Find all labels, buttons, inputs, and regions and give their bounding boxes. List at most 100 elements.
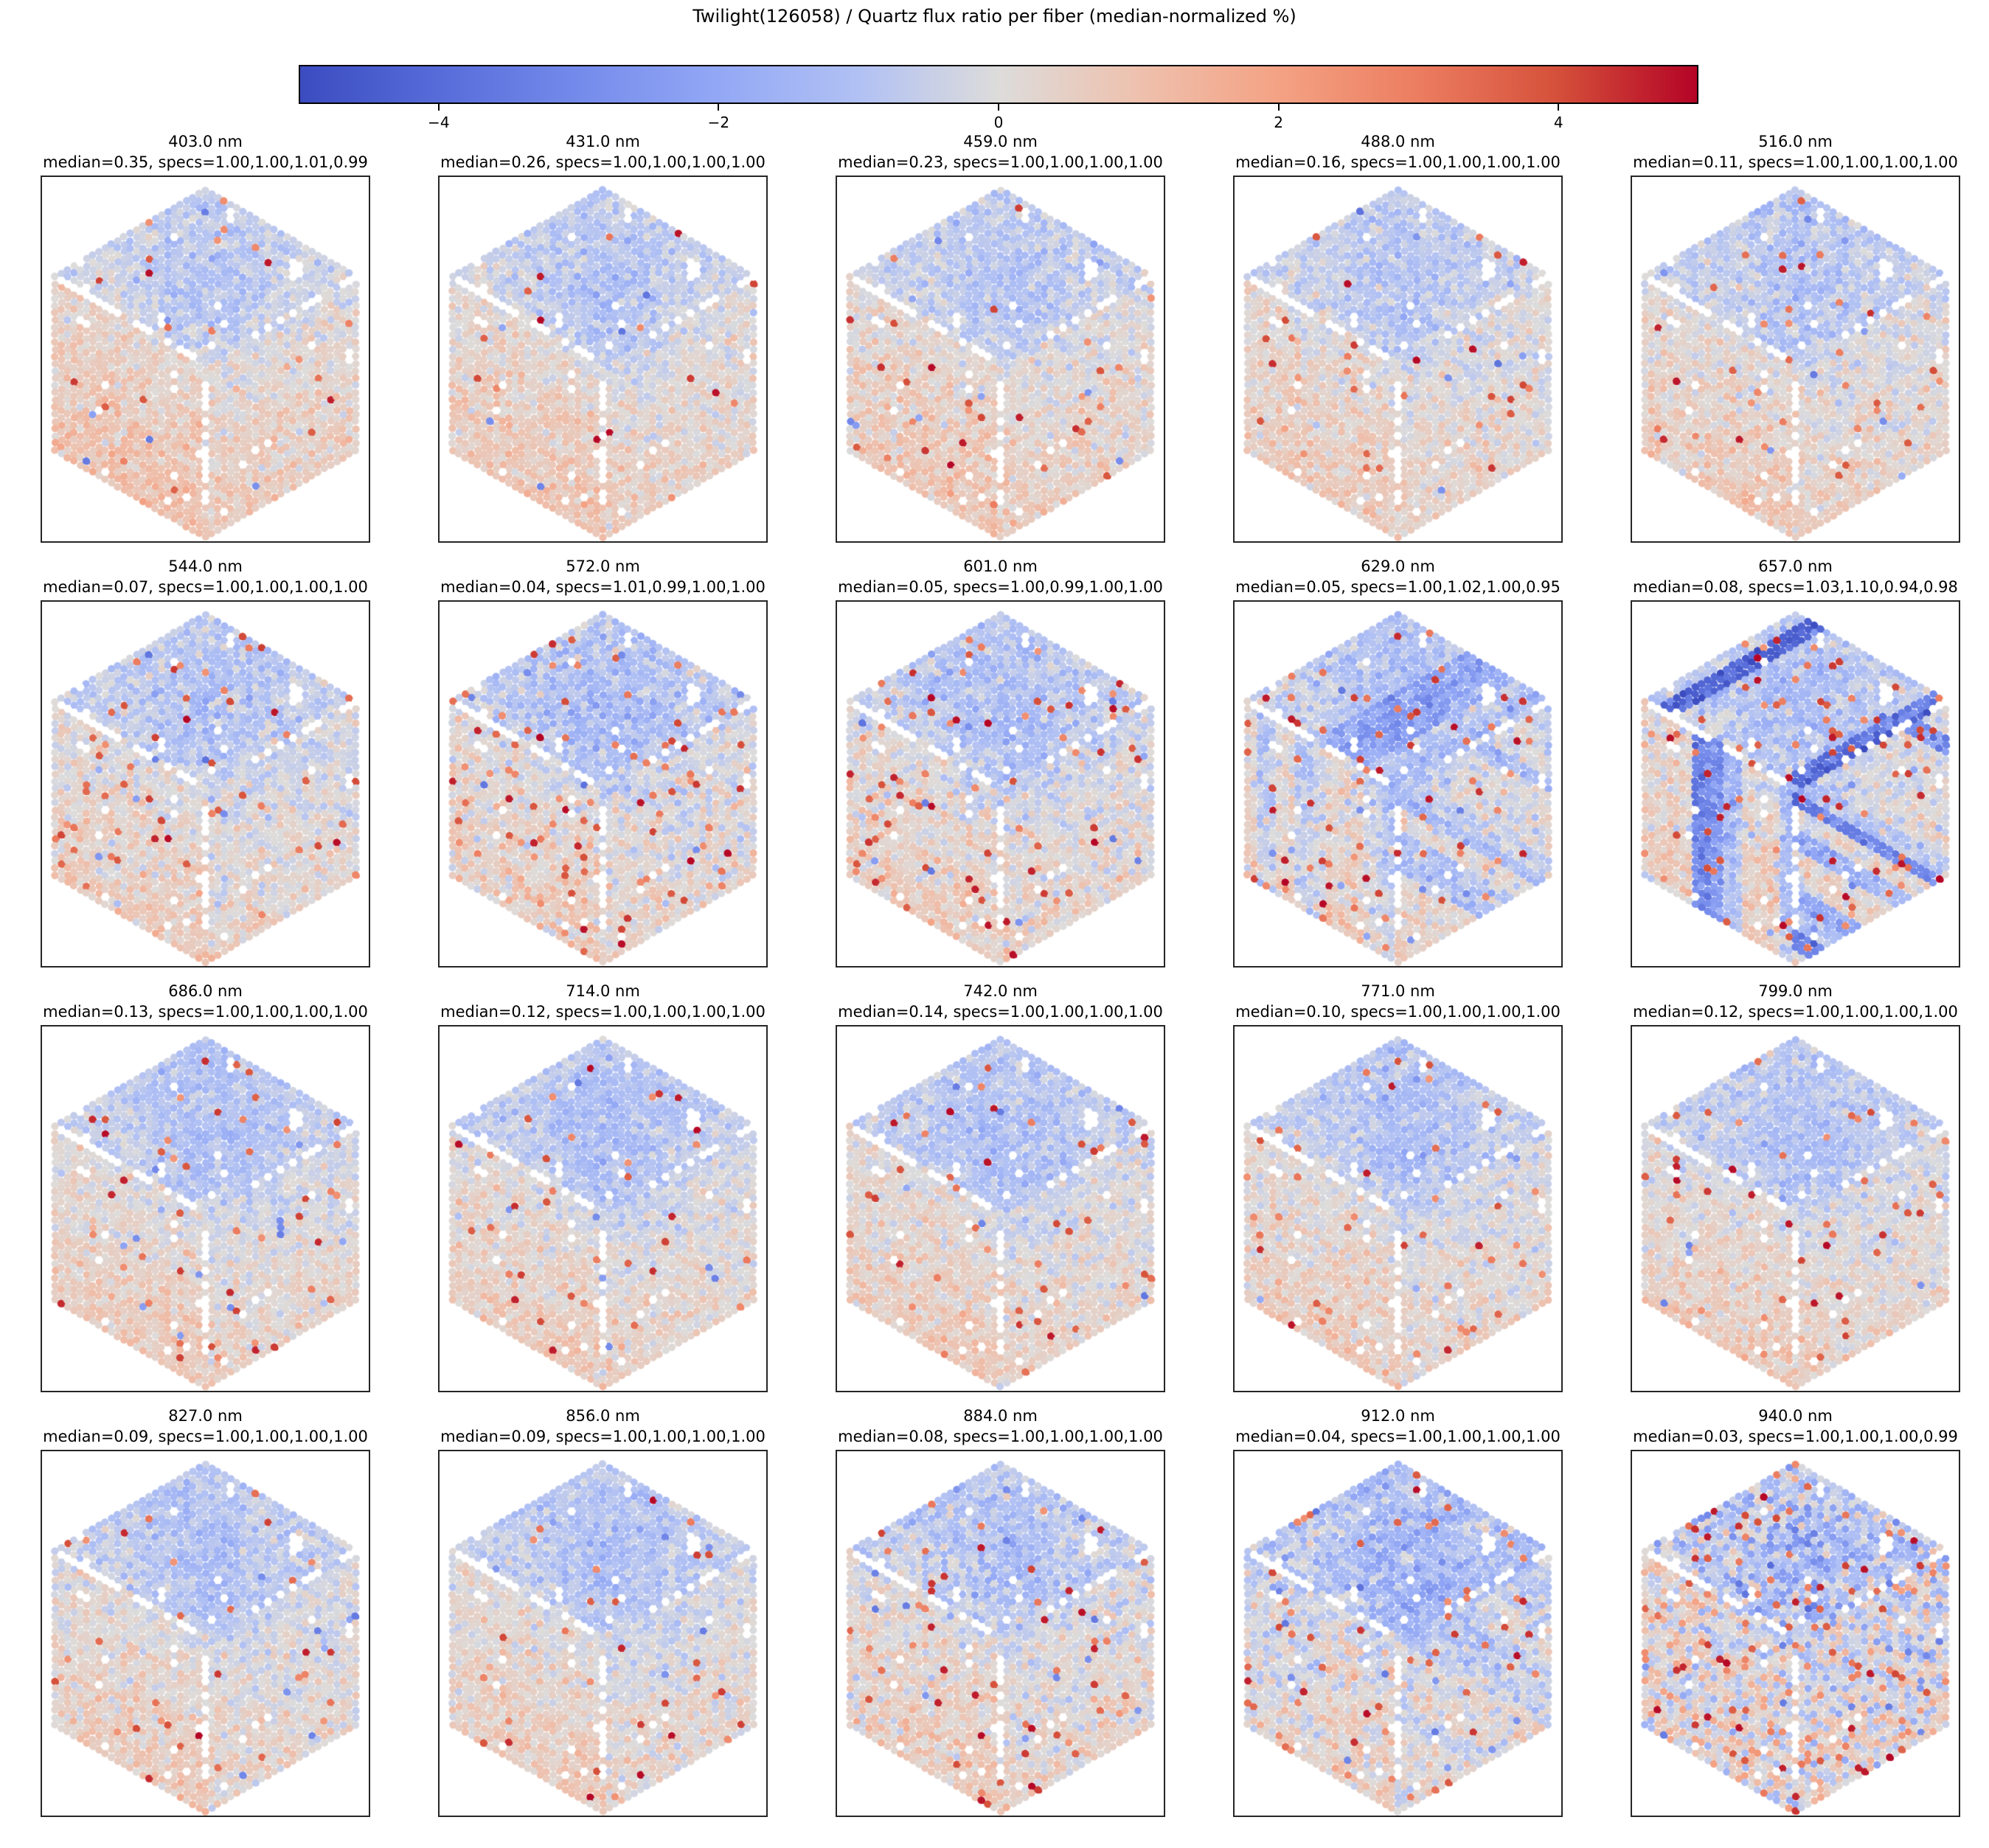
fiber-map-canvas <box>440 1027 766 1391</box>
panel-titles: 912.0 nm median=0.04, specs=1.00,1.00,1.… <box>1233 1406 1563 1447</box>
panel-stats-label: median=0.08, specs=1.00,1.00,1.00,1.00 <box>838 1428 1163 1445</box>
panel-stats-label: median=0.08, specs=1.03,1.10,0.94,0.98 <box>1633 578 1958 596</box>
fiber-map-canvas <box>837 177 1164 541</box>
panel-titles: 572.0 nm median=0.04, specs=1.01,0.99,1.… <box>438 556 768 597</box>
panel-stats-label: median=0.23, specs=1.00,1.00,1.00,1.00 <box>838 153 1163 171</box>
wavelength-panel: 629.0 nm median=0.05, specs=1.00,1.02,1.… <box>1233 556 1563 968</box>
panel-titles: 940.0 nm median=0.03, specs=1.00,1.00,1.… <box>1631 1406 1960 1447</box>
plot-frame <box>836 176 1165 543</box>
panel-wavelength-label: 799.0 nm <box>1758 982 1833 1000</box>
colorbar-tick <box>1277 104 1280 111</box>
panel-titles: 403.0 nm median=0.35, specs=1.00,1.00,1.… <box>41 131 370 173</box>
panel-wavelength-label: 629.0 nm <box>1361 557 1435 575</box>
colorbar-tick-label: 4 <box>1553 114 1563 131</box>
panel-stats-label: median=0.09, specs=1.00,1.00,1.00,1.00 <box>43 1428 368 1445</box>
panel-titles: 488.0 nm median=0.16, specs=1.00,1.00,1.… <box>1233 131 1563 173</box>
wavelength-panel: 771.0 nm median=0.10, specs=1.00,1.00,1.… <box>1233 981 1563 1392</box>
panel-stats-label: median=0.12, specs=1.00,1.00,1.00,1.00 <box>440 1003 766 1021</box>
panel-wavelength-label: 544.0 nm <box>168 557 243 575</box>
plot-frame <box>836 1025 1165 1392</box>
colorbar: −4 −2 0 2 4 <box>299 65 1698 139</box>
fiber-map-canvas <box>1632 1451 1959 1816</box>
wavelength-panel: 742.0 nm median=0.14, specs=1.00,1.00,1.… <box>836 981 1165 1392</box>
panel-wavelength-label: 827.0 nm <box>168 1407 243 1425</box>
panel-stats-label: median=0.05, specs=1.00,1.02,1.00,0.95 <box>1235 578 1561 596</box>
panel-stats-label: median=0.14, specs=1.00,1.00,1.00,1.00 <box>838 1003 1163 1021</box>
plot-frame <box>1631 600 1960 968</box>
fiber-map-canvas <box>440 602 766 966</box>
panel-titles: 431.0 nm median=0.26, specs=1.00,1.00,1.… <box>438 131 768 173</box>
panel-titles: 686.0 nm median=0.13, specs=1.00,1.00,1.… <box>41 981 370 1022</box>
panel-stats-label: median=0.04, specs=1.00,1.00,1.00,1.00 <box>1235 1428 1561 1445</box>
colorbar-tick <box>1558 104 1560 111</box>
panel-stats-label: median=0.13, specs=1.00,1.00,1.00,1.00 <box>43 1003 368 1021</box>
panel-stats-label: median=0.35, specs=1.00,1.00,1.01,0.99 <box>43 153 368 171</box>
fiber-map-canvas <box>1632 602 1959 966</box>
plot-frame <box>438 1025 768 1392</box>
panel-stats-label: median=0.05, specs=1.00,0.99,1.00,1.00 <box>838 578 1163 596</box>
panel-titles: 544.0 nm median=0.07, specs=1.00,1.00,1.… <box>41 556 370 597</box>
panel-stats-label: median=0.09, specs=1.00,1.00,1.00,1.00 <box>440 1428 766 1445</box>
plot-frame <box>438 600 768 968</box>
plot-frame <box>1233 600 1563 968</box>
wavelength-panel: 459.0 nm median=0.23, specs=1.00,1.00,1.… <box>836 131 1165 543</box>
panel-titles: 516.0 nm median=0.11, specs=1.00,1.00,1.… <box>1631 131 1960 173</box>
fiber-map-canvas <box>440 177 766 541</box>
panel-stats-label: median=0.26, specs=1.00,1.00,1.00,1.00 <box>440 153 766 171</box>
panel-wavelength-label: 403.0 nm <box>168 133 243 150</box>
wavelength-panel: 544.0 nm median=0.07, specs=1.00,1.00,1.… <box>41 556 370 968</box>
plot-frame <box>1631 1450 1960 1817</box>
panel-titles: 827.0 nm median=0.09, specs=1.00,1.00,1.… <box>41 1406 370 1447</box>
panel-stats-label: median=0.11, specs=1.00,1.00,1.00,1.00 <box>1633 153 1958 171</box>
plot-frame <box>1233 176 1563 543</box>
wavelength-panel: 657.0 nm median=0.08, specs=1.03,1.10,0.… <box>1631 556 1960 968</box>
wavelength-panel: 686.0 nm median=0.13, specs=1.00,1.00,1.… <box>41 981 370 1392</box>
panel-wavelength-label: 516.0 nm <box>1758 133 1833 150</box>
panel-wavelength-label: 601.0 nm <box>963 557 1038 575</box>
colorbar-gradient <box>299 65 1698 104</box>
plot-frame <box>41 600 370 968</box>
plot-frame <box>41 176 370 543</box>
panel-wavelength-label: 572.0 nm <box>566 557 640 575</box>
fiber-map-canvas <box>42 1451 369 1816</box>
panel-wavelength-label: 912.0 nm <box>1361 1407 1435 1425</box>
plot-frame <box>438 176 768 543</box>
plot-frame <box>41 1025 370 1392</box>
panel-grid: 403.0 nm median=0.35, specs=1.00,1.00,1.… <box>41 131 1960 1817</box>
wavelength-panel: 714.0 nm median=0.12, specs=1.00,1.00,1.… <box>438 981 768 1392</box>
figure-title: Twilight(126058) / Quartz flux ratio per… <box>692 6 1297 27</box>
colorbar-tick <box>437 104 440 111</box>
fiber-map-canvas <box>440 1451 766 1816</box>
fiber-map-canvas <box>837 1451 1164 1816</box>
panel-wavelength-label: 686.0 nm <box>168 982 243 1000</box>
panel-stats-label: median=0.04, specs=1.01,0.99,1.00,1.00 <box>440 578 766 596</box>
fiber-map-canvas <box>837 1027 1164 1391</box>
wavelength-panel: 572.0 nm median=0.04, specs=1.01,0.99,1.… <box>438 556 768 968</box>
fiber-map-canvas <box>1235 602 1561 966</box>
panel-wavelength-label: 884.0 nm <box>963 1407 1038 1425</box>
panel-wavelength-label: 742.0 nm <box>963 982 1038 1000</box>
fiber-map-canvas <box>1632 1027 1959 1391</box>
wavelength-panel: 856.0 nm median=0.09, specs=1.00,1.00,1.… <box>438 1406 768 1817</box>
plot-frame <box>438 1450 768 1817</box>
panel-titles: 629.0 nm median=0.05, specs=1.00,1.02,1.… <box>1233 556 1563 597</box>
colorbar-tick-label: −2 <box>707 114 730 131</box>
fiber-map-canvas <box>1235 177 1561 541</box>
panel-titles: 657.0 nm median=0.08, specs=1.03,1.10,0.… <box>1631 556 1960 597</box>
plot-frame <box>41 1450 370 1817</box>
wavelength-panel: 516.0 nm median=0.11, specs=1.00,1.00,1.… <box>1631 131 1960 543</box>
panel-wavelength-label: 657.0 nm <box>1758 557 1833 575</box>
panel-titles: 742.0 nm median=0.14, specs=1.00,1.00,1.… <box>836 981 1165 1022</box>
panel-titles: 856.0 nm median=0.09, specs=1.00,1.00,1.… <box>438 1406 768 1447</box>
colorbar-tick-label: −4 <box>428 114 450 131</box>
fiber-map-canvas <box>1632 177 1959 541</box>
panel-titles: 771.0 nm median=0.10, specs=1.00,1.00,1.… <box>1233 981 1563 1022</box>
plot-frame <box>1631 1025 1960 1392</box>
plot-frame <box>836 600 1165 968</box>
panel-wavelength-label: 856.0 nm <box>566 1407 640 1425</box>
panel-wavelength-label: 771.0 nm <box>1361 982 1435 1000</box>
panel-wavelength-label: 940.0 nm <box>1758 1407 1833 1425</box>
colorbar-tick-label: 2 <box>1274 114 1283 131</box>
panel-stats-label: median=0.12, specs=1.00,1.00,1.00,1.00 <box>1633 1003 1958 1021</box>
